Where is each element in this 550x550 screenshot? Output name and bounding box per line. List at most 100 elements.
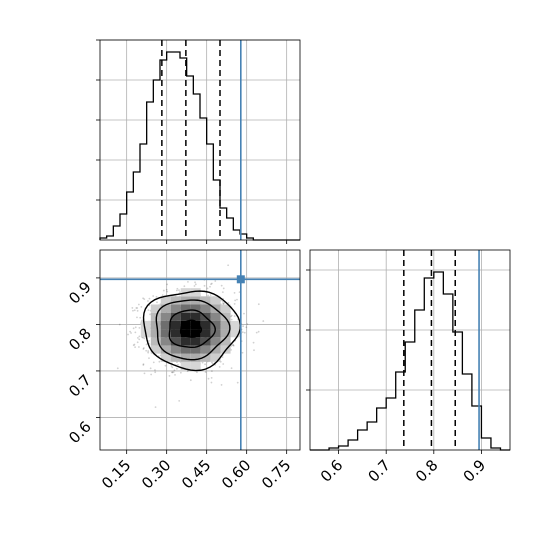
sample-point [145,349,148,352]
sample-point [137,303,140,306]
sample-point [172,371,175,374]
sample-point [209,294,212,297]
sample-point [175,289,178,292]
sample-point [243,312,245,315]
joint-scatter-panel: 0.15 0.30 0.45 0.60 0.75 0.6 0.7 0.8 0.9 [65,249,301,492]
sample-point [166,290,169,293]
density-cell [160,353,171,362]
sample-point [142,297,144,300]
sample-point [134,346,136,349]
sample-point [194,283,197,286]
sample-point [189,379,192,382]
sample-point [133,343,136,346]
sample-point [148,297,151,300]
sample-point [136,341,139,344]
sample-point [170,365,173,367]
sample-point [203,284,206,287]
density-cell [170,312,181,321]
y-tick-label: 0.8 [65,325,95,355]
density-cell [190,304,201,313]
sample-point [183,285,186,288]
sample-point [255,331,258,334]
sample-point [171,366,174,369]
density-cell [180,304,191,313]
sample-point [154,406,157,408]
sample-point [241,331,244,334]
density-cell [180,312,191,321]
sample-point [149,313,151,316]
sample-point [210,283,212,286]
sample-point [166,283,169,286]
density-cell [190,361,201,370]
sample-point [221,291,224,293]
density-cell [150,337,161,346]
sample-point [142,347,145,349]
sample-point [138,338,141,341]
density-cell [170,304,181,313]
sample-point [143,372,146,375]
sample-point [234,299,237,302]
sample-point [142,348,145,350]
sample-point [206,287,209,290]
density-cell [190,329,201,338]
sample-point [179,371,182,374]
sample-point [162,289,165,292]
sample-point [176,367,178,370]
histogram-step-line [310,271,510,451]
sample-point [257,330,260,333]
sample-point [210,282,213,285]
x-tick-label: 0.6 [317,456,347,486]
x-tick-label: 0.9 [460,456,490,486]
sample-point [130,332,132,334]
density-cell [200,296,211,305]
sample-point [174,373,176,376]
density-cell [220,320,231,330]
sample-point [178,289,180,292]
sample-point [132,327,135,330]
sample-point [161,294,164,296]
sample-point [132,309,134,312]
sample-point [139,316,142,319]
density-cell [220,312,231,321]
density-cell [140,320,151,330]
density-cell [220,337,231,346]
y-marginal-histogram-panel: 0.6 0.7 0.8 0.9 [306,249,511,486]
sample-point [253,349,255,352]
x-marginal-histogram-panel [96,39,301,244]
sample-point [246,323,249,325]
sample-point [187,281,189,283]
density-cell [220,329,231,338]
sample-point [230,348,232,351]
density-cell [160,337,171,346]
sample-point [171,371,174,374]
density-cell [210,329,221,338]
sample-point [136,316,138,319]
y-tick-label: 0.9 [65,278,95,308]
sample-point [178,291,181,294]
sample-point [147,309,150,312]
sample-point [173,369,176,372]
sample-point [210,370,213,373]
sample-point [152,361,155,364]
sample-point [142,363,145,366]
sample-point [245,326,248,329]
density-cell [200,320,211,330]
density-contour [142,290,242,372]
sample-point [242,325,245,328]
sample-point [152,295,155,297]
density-cell [220,304,231,313]
density-contour [168,309,216,349]
sample-point [138,346,140,348]
sample-point [222,302,225,305]
x-tick-label: 0.60 [218,456,254,492]
sample-point [143,337,146,340]
sample-point [220,284,223,287]
sample-point [231,344,234,347]
density-contour [179,319,203,338]
density-cell [200,329,211,338]
density-cell [200,304,211,313]
sample-point [227,264,230,267]
sample-point [138,326,141,329]
sample-point [210,377,213,379]
